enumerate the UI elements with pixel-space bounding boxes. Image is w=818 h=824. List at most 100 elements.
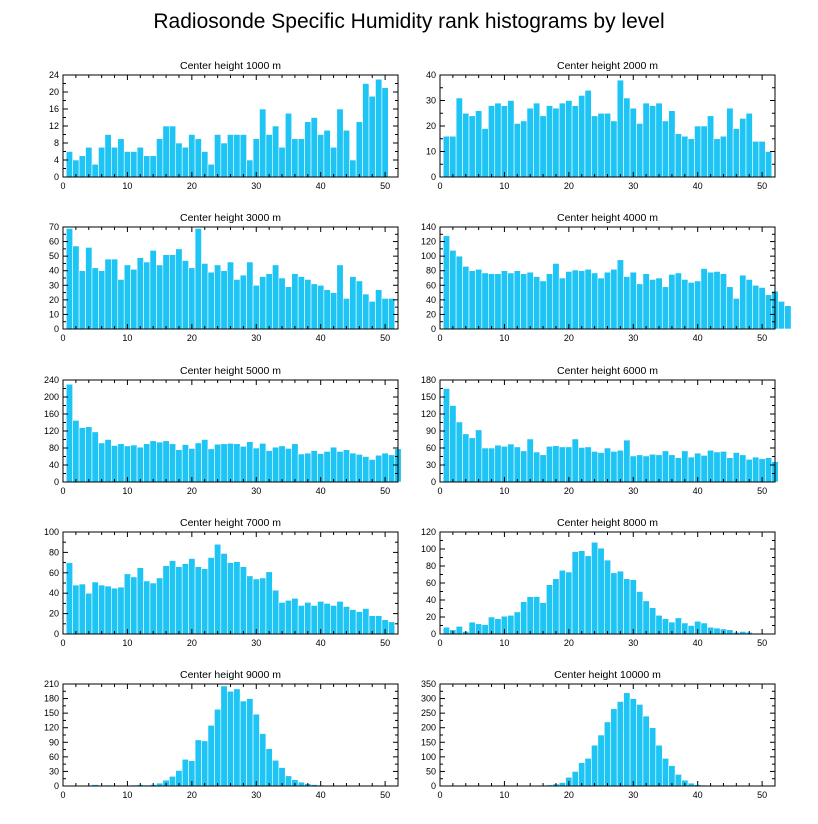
histogram-bar [565, 571, 573, 635]
histogram-bar [681, 450, 689, 483]
histogram-bar [388, 298, 396, 330]
histogram-bar [578, 762, 586, 787]
histogram-bar [745, 112, 753, 178]
y-tick-label: 80 [426, 266, 436, 276]
histogram-bar [136, 146, 144, 178]
histogram-bar [181, 260, 189, 330]
histogram-bar [558, 102, 566, 178]
histogram-bar [233, 443, 241, 483]
histogram-bar [475, 268, 483, 330]
histogram-bar [220, 685, 228, 787]
histogram-bar [584, 446, 592, 483]
histogram-bar [674, 133, 682, 178]
histogram-bar [291, 443, 299, 483]
histogram-bar [278, 602, 286, 635]
histogram-bar [713, 271, 721, 330]
histogram-bar [752, 141, 760, 178]
histogram-bar [239, 445, 247, 483]
histogram-bar [745, 279, 753, 330]
histogram-bar [661, 758, 670, 787]
histogram-bar [584, 90, 592, 178]
x-tick-label: 50 [380, 638, 390, 648]
x-tick-label: 40 [316, 181, 326, 191]
histogram-bar [700, 268, 708, 330]
histogram-bar [111, 146, 119, 178]
histogram-bar [661, 286, 670, 330]
y-tick-label: 150 [421, 392, 436, 402]
histogram-bar [272, 125, 280, 178]
histogram-bar [297, 276, 305, 330]
y-tick-label: 40 [49, 460, 59, 470]
histogram-bar [291, 273, 299, 330]
histogram-bar [752, 456, 760, 483]
histogram-bar [214, 443, 222, 483]
histogram-bar [162, 440, 170, 483]
y-tick-label: 120 [421, 527, 436, 537]
histogram-bar [375, 615, 383, 635]
histogram-bar [623, 692, 631, 787]
x-tick-label: 30 [251, 333, 261, 343]
histogram-bar [355, 280, 363, 330]
histogram-bar [616, 259, 624, 330]
histogram-bar [175, 566, 183, 635]
histogram-bar [194, 228, 202, 330]
histogram-bar [188, 134, 196, 178]
histogram-bar [700, 622, 708, 635]
histogram-bar [591, 115, 599, 178]
histogram-bar [323, 451, 331, 483]
histogram-bar [545, 273, 554, 330]
histogram-bar [375, 454, 383, 483]
histogram-bar [123, 264, 131, 330]
histogram-bar [655, 102, 663, 178]
x-tick-label: 0 [60, 638, 65, 648]
y-tick-label: 300 [421, 694, 436, 704]
histogram-bar [349, 452, 357, 483]
histogram-bar [265, 134, 273, 178]
histogram-bar [649, 105, 657, 178]
histogram-bar [565, 271, 573, 330]
histogram-bar [494, 273, 502, 330]
histogram-bar [629, 271, 637, 330]
histogram-bar [668, 110, 676, 178]
x-tick-label: 10 [122, 333, 132, 343]
histogram-bar [136, 446, 144, 483]
histogram-bar [91, 163, 99, 178]
panel-title: Center height 4000 m [557, 212, 658, 224]
histogram-bar [342, 298, 350, 330]
x-tick-label: 40 [693, 486, 703, 496]
histogram-bar [375, 78, 383, 178]
histogram-bar [336, 601, 344, 635]
histogram-bar [304, 602, 312, 635]
histogram-bar [642, 102, 650, 178]
histogram-bar [719, 273, 727, 330]
x-tick-label: 20 [187, 333, 197, 343]
histogram-bar [304, 279, 312, 330]
x-tick-label: 50 [757, 638, 767, 648]
histogram-bar [65, 228, 73, 330]
histogram-bar [336, 451, 344, 483]
histogram-bar [104, 585, 112, 635]
histogram-bar [207, 448, 215, 483]
histogram-bar [462, 112, 470, 178]
histogram-bar [507, 100, 515, 178]
y-tick-label: 90 [426, 426, 436, 436]
histogram-bar [156, 138, 164, 178]
y-tick-label: 100 [44, 527, 59, 537]
histogram-bar [526, 107, 534, 178]
histogram-bar [558, 569, 566, 635]
histogram-panel: Center height 6000 m 0 10 20 30 40 50 0 30 60 90 12… [421, 365, 779, 496]
histogram-bar [739, 118, 747, 178]
histogram-bar [111, 258, 119, 330]
histogram-bar [623, 439, 631, 483]
histogram-panel: Center height 1000 m 0 10 20 30 40 50 0 4 8 12 16 20… [49, 60, 399, 191]
histogram-bar [162, 254, 170, 330]
histogram-bar [539, 280, 547, 330]
histogram-bar [655, 454, 663, 483]
histogram-bar [98, 584, 106, 635]
histogram-bar [642, 715, 650, 787]
histogram-bar [513, 123, 521, 178]
histogram-bar [117, 443, 125, 483]
histogram-bar [507, 614, 515, 635]
histogram-bar [143, 261, 151, 330]
y-tick-label: 24 [49, 70, 59, 80]
